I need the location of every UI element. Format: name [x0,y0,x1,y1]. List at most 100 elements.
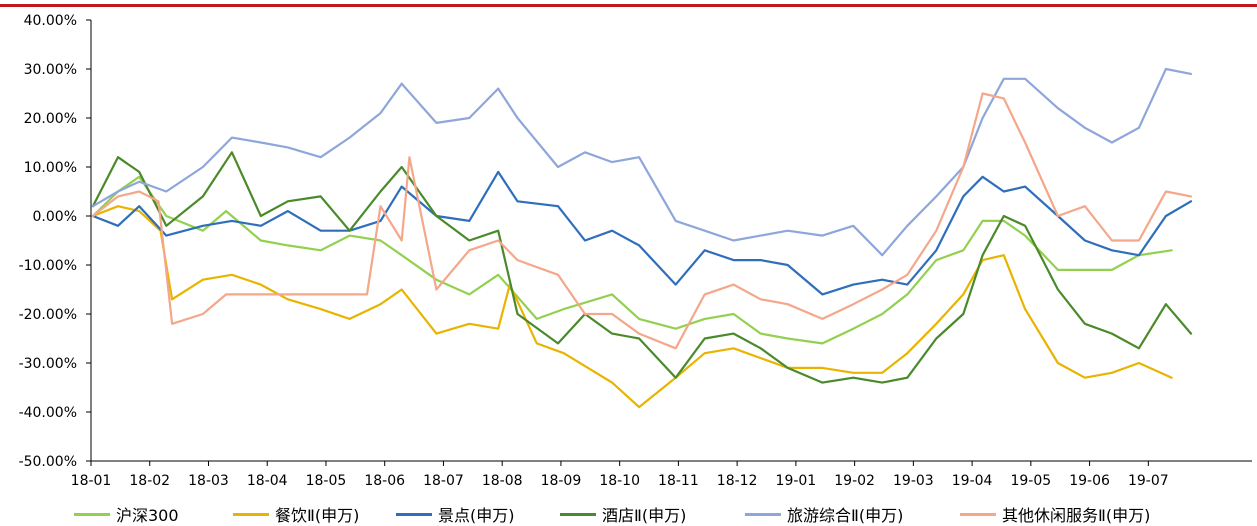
data-point [202,229,204,232]
data-point [117,190,119,193]
legend-label: 酒店Ⅱ(申万) [602,506,687,525]
data-point [1057,288,1059,291]
data-point [1024,185,1026,188]
data-point [117,225,119,227]
series-line-1 [91,205,1173,409]
x-tick-label: 18-01 [71,473,112,489]
data-point [468,117,471,119]
data-point [962,249,965,252]
data-point [400,239,403,242]
data-point [117,156,119,158]
data-point [1138,127,1140,129]
data-point [260,141,262,144]
data-point [117,195,119,198]
data-point [516,117,519,119]
data-point [981,176,984,178]
data-point [1138,239,1140,242]
data-point [786,367,789,369]
data-point [821,342,824,345]
data-point [138,180,141,183]
data-point [319,229,322,232]
data-point [1084,205,1086,207]
data-point [117,205,119,207]
data-point [674,220,677,222]
legend-label: 其他休闲服务Ⅱ(申万) [1002,506,1151,525]
x-tick-label: 19-05 [1010,473,1051,489]
data-point [138,210,141,212]
data-point [732,347,735,350]
data-point [231,274,233,276]
data-point [881,372,884,374]
data-point [638,156,640,158]
data-point [703,318,706,320]
data-point [497,327,499,330]
y-tick-label: -40.00% [19,405,77,421]
data-point [1003,97,1005,100]
legend-item: 景点(申万) [396,503,515,525]
data-point [400,82,403,85]
data-point [759,259,762,261]
data-point [1190,332,1192,335]
data-point [1165,215,1167,217]
data-point [1024,225,1026,227]
data-point [935,259,938,261]
legend-label: 景点(申万) [438,506,515,525]
data-point [1003,220,1005,222]
data-point [287,244,289,247]
x-tick-label: 18-08 [482,473,523,489]
x-tick-label: 18-03 [188,473,229,489]
y-tick-label: -10.00% [19,258,77,274]
data-point [674,347,677,350]
data-point [852,283,855,286]
data-point [1111,372,1113,374]
data-point [935,229,938,232]
legend-swatch [560,512,596,516]
data-point [962,195,965,198]
data-point [674,376,677,379]
x-tick-label: 18-10 [599,473,640,489]
y-axis: 40.00% 30.00% 20.00% 10.00% 0.00% -10.00% -20.… [19,13,92,470]
data-point [1084,239,1086,242]
data-point [348,234,351,237]
data-point [962,313,965,315]
data-point [379,190,382,193]
data-point [881,278,884,281]
data-point [906,283,909,286]
data-point [1190,73,1192,75]
data-point [400,185,403,188]
legend-label: 沪深300 [116,506,179,525]
data-point [732,332,735,335]
data-point [1138,362,1140,364]
data-point [906,293,909,296]
y-tick-label: -20.00% [19,307,77,323]
data-point [516,259,519,261]
top-accent-rule [0,4,1257,7]
data-point [319,308,322,310]
data-point [638,244,640,247]
data-point [260,283,262,286]
data-point [287,293,289,296]
data-point [1057,107,1059,109]
data-point [468,323,471,325]
data-point [435,122,438,124]
series-lines [91,67,1193,409]
data-point [157,200,160,203]
data-point [1024,141,1026,144]
x-tick-label: 18-05 [306,473,347,489]
data-point [732,239,735,242]
data-point [611,161,613,163]
data-point [408,156,411,158]
data-point [348,229,351,232]
data-point [92,215,94,217]
data-point [1111,239,1113,242]
series-line-3 [91,151,1193,384]
data-point [638,318,640,320]
data-point [535,318,538,320]
data-point [497,239,499,242]
data-point [563,308,565,310]
data-point [1170,249,1173,252]
data-point [906,274,909,276]
data-point [202,166,204,168]
data-point [319,195,322,198]
data-point [1057,269,1059,271]
